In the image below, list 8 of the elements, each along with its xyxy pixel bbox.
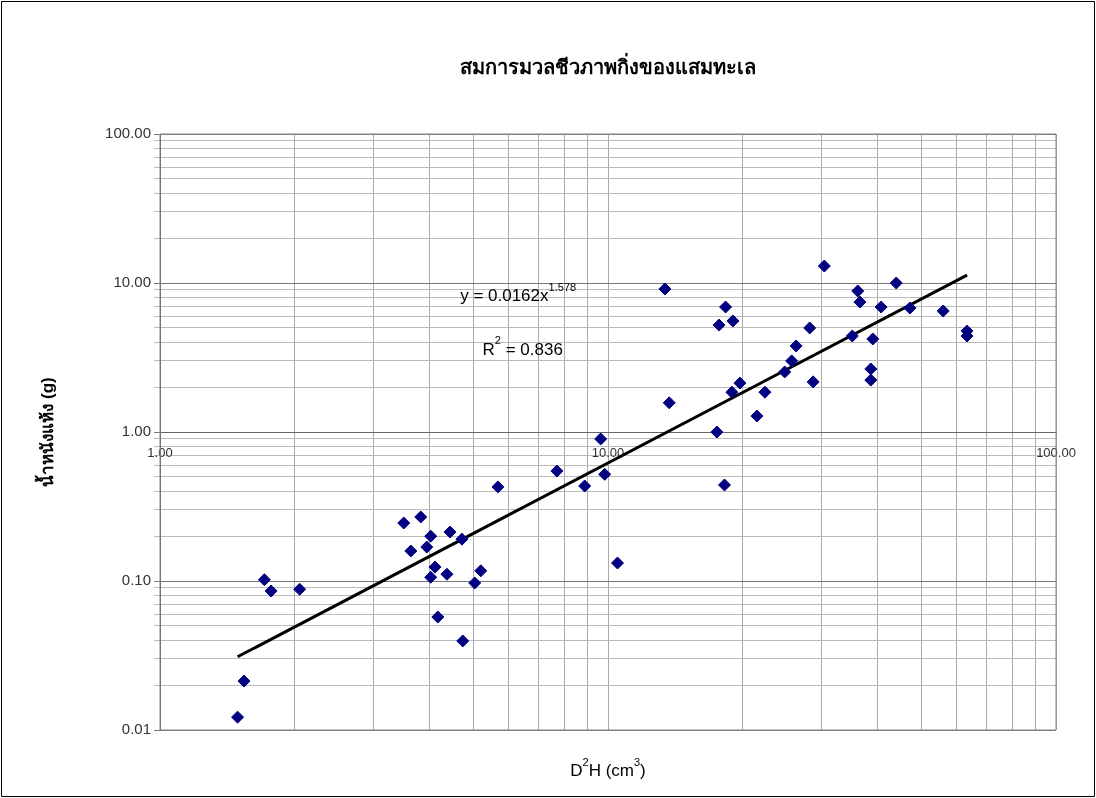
x-tick-label: 100.00	[1036, 445, 1076, 461]
y-tick-label: 1.00	[121, 422, 151, 440]
y-tick-label: 100.00	[105, 124, 151, 142]
y-tick-label: 10.00	[113, 273, 151, 291]
y-tick-label: 0.10	[121, 571, 151, 589]
y-tick-label: 0.01	[121, 720, 151, 738]
chart-title: สมการมวลชีวภาพกิ่งของแสมทะเล	[460, 51, 756, 78]
y-axis-title: น้ำหนังแห้ง (g)	[33, 377, 57, 487]
